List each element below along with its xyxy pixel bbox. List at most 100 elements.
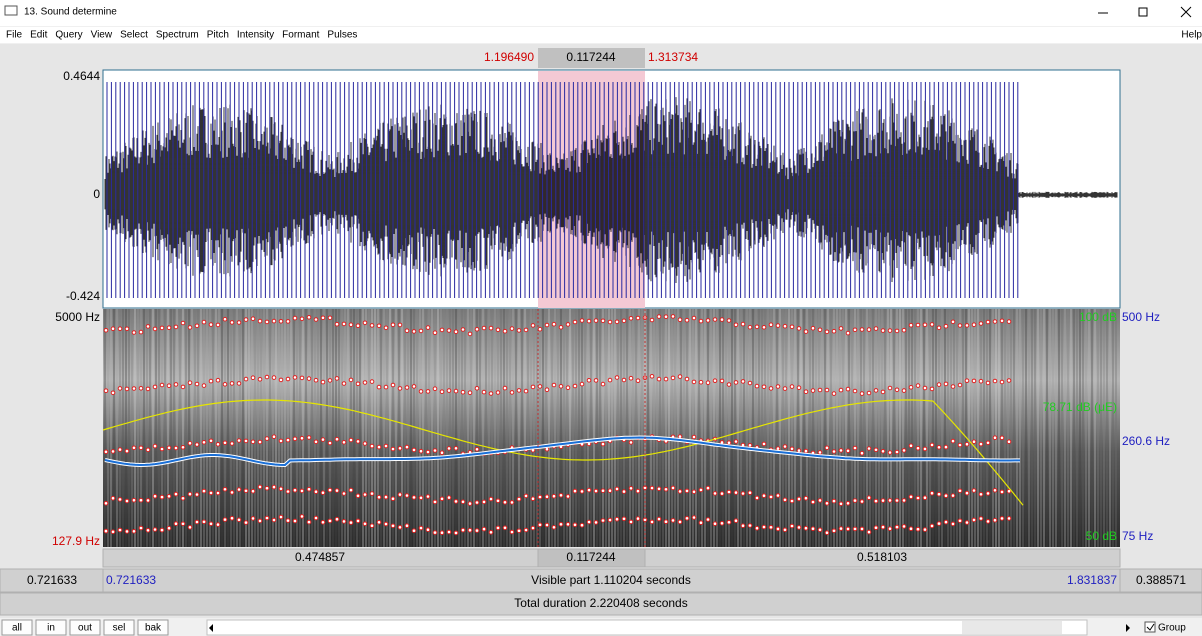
spectrogram-stripe [968,309,970,547]
formant-dot [811,500,815,504]
formant-dot [874,327,878,331]
formant-dot [986,320,990,324]
formant-dot [1000,490,1004,494]
spectrogram-stripe [524,309,526,547]
formant-dot [804,496,808,500]
spectrogram-stripe [803,309,805,547]
formant-dot [818,528,822,532]
menu-item[interactable]: Help [1181,30,1202,41]
spectrogram-stripe [383,309,385,547]
formant-dot [398,526,402,530]
formant-dot [951,320,955,324]
formant-dot [818,388,822,392]
formant-dot [398,447,402,451]
menu-item[interactable]: File [6,30,23,41]
formant-dot [958,519,962,523]
formant-dot [797,526,801,530]
spectrogram-stripe [560,309,562,547]
formant-dot [818,328,822,332]
formant-dot [237,488,241,492]
formant-dot [258,440,262,444]
formant-dot [181,321,185,325]
spectrogram-stripe [962,309,964,547]
formant-dot [363,493,367,497]
formant-dot [342,520,346,524]
spectrogram-stripe [611,309,613,547]
formant-dot [664,315,668,319]
spectrogram-stripe [740,309,742,547]
formant-dot [146,387,150,391]
spectrogram-stripe [743,309,745,547]
formant-dot [384,444,388,448]
menu-item[interactable]: Spectrum [156,30,199,41]
formant-dot [797,497,801,501]
formant-dot [195,443,199,447]
formant-dot [146,499,150,503]
formant-dot [741,322,745,326]
formant-dot [755,496,759,500]
spectrogram-stripe [188,309,190,547]
formant-dot [307,487,311,491]
spectrogram-stripe [593,309,595,547]
spectrogram-stripe [782,309,784,547]
spectrogram-stripe [986,309,988,547]
spectrogram-stripe [719,309,721,547]
spectrogram-stripe [227,309,229,547]
formant-dot [552,322,556,326]
scroll-thumb[interactable] [962,621,1062,634]
formant-dot [986,520,990,524]
formant-dot [867,530,871,534]
button-label: in [47,623,55,634]
formant-dot [489,497,493,501]
formant-dot [741,380,745,384]
spectrogram-stripe [980,309,982,547]
formant-dot [377,324,381,328]
spectrogram-stripe [395,309,397,547]
spectrogram-stripe [245,309,247,547]
spectrogram-stripe [563,309,565,547]
spectrogram-stripe [587,309,589,547]
spectrogram-stripe [374,309,376,547]
spectrogram-stripe [320,309,322,547]
formant-dot [405,524,409,528]
formant-dot [391,383,395,387]
menu-item[interactable]: Query [55,30,82,41]
menu-item[interactable]: Select [120,30,148,41]
formant-dot [755,325,759,329]
formant-dot [783,498,787,502]
formant-dot [923,323,927,327]
formant-dot [426,495,430,499]
spectrogram-stripe [503,309,505,547]
formant-dot [132,446,136,450]
menu-item[interactable]: Formant [282,30,319,41]
formant-dot [223,441,227,445]
formant-dot [496,526,500,530]
menu-item[interactable]: View [91,30,113,41]
formant-dot [195,324,199,328]
button-label: out [78,623,92,634]
menu-item[interactable]: Intensity [237,30,274,41]
formant-dot [678,520,682,524]
spectrogram-stripe [380,309,382,547]
menu-item[interactable]: Pitch [207,30,229,41]
formant-dot [622,490,626,494]
formant-dot [832,499,836,503]
spectrogram-stripe [224,309,226,547]
formant-dot [139,330,143,334]
spectrogram-stripe [734,309,736,547]
spectrogram-stripe [335,309,337,547]
menu-item[interactable]: Edit [30,30,47,41]
spectrogram-stripe [653,309,655,547]
spectrogram-stripe [677,309,679,547]
spectrogram-stripe [512,309,514,547]
spectrogram-stripe [212,309,214,547]
formant-dot [181,385,185,389]
spectrogram-stripe [1079,309,1081,547]
spectrogram-stripe [794,309,796,547]
formant-dot [720,318,724,322]
spectrogram-stripe [350,309,352,547]
spectrogram-stripe [254,309,256,547]
scrollbar[interactable] [207,620,1087,635]
spectrogram-stripe [779,309,781,547]
menu-item[interactable]: Pulses [327,30,357,41]
